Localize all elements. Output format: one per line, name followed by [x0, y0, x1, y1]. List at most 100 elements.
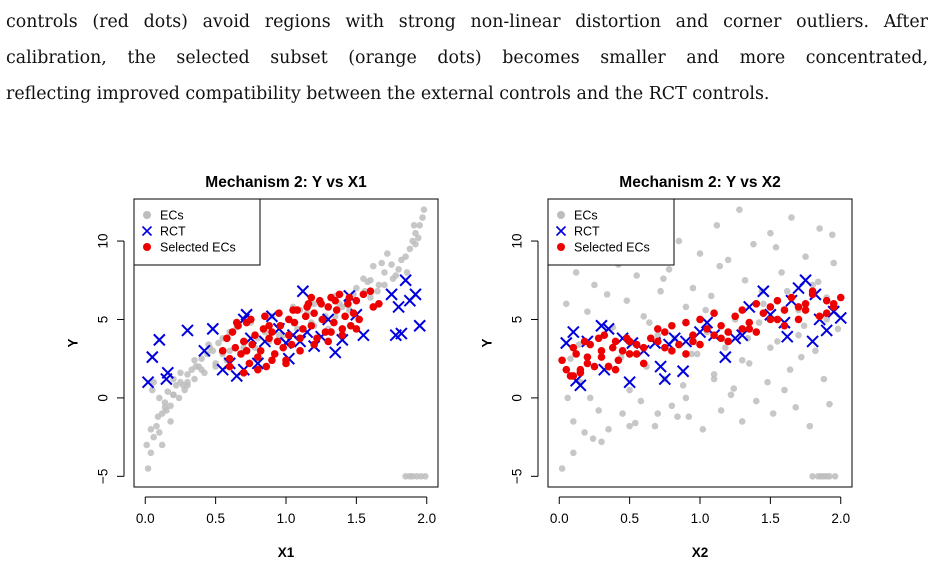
ec-point: [717, 407, 725, 414]
ec-point: [637, 397, 645, 405]
selected-ec-point: [310, 309, 318, 317]
selected-ec-point: [625, 350, 634, 358]
selected-ec-point: [710, 309, 718, 317]
ec-point: [147, 449, 155, 457]
rct-point: [251, 357, 265, 370]
ec-point: [191, 356, 198, 364]
selected-ec-point: [296, 334, 304, 343]
rct-point: [574, 379, 587, 392]
chart-title: Mechanism 2: Y vs X2: [619, 174, 780, 191]
selected-ec-point: [239, 337, 248, 346]
paragraph-line-1: controls (red dots) avoid regions with s…: [6, 12, 928, 32]
selected-ec-point: [324, 303, 333, 311]
ec-point: [828, 231, 836, 239]
selected-ec-point: [345, 293, 354, 302]
selected-ec-point: [562, 365, 571, 374]
selected-ec-point: [682, 350, 690, 358]
selected-ec-point: [689, 337, 697, 346]
x-tick-label: 0.0: [550, 511, 569, 526]
selected-ec-point: [808, 287, 817, 296]
selected-ec-point: [766, 303, 775, 311]
y-tick-label: −5: [96, 469, 111, 484]
ec-point: [682, 303, 690, 311]
selected-ec-point: [338, 325, 347, 333]
ec-point: [699, 425, 707, 433]
ec-point: [584, 308, 591, 315]
y-axis-label: Y: [66, 338, 81, 347]
selected-ec-point: [268, 356, 276, 365]
selected-ec-point: [586, 340, 595, 349]
ec-point: [640, 313, 648, 320]
ec-point: [148, 386, 156, 394]
ec-point: [388, 261, 395, 268]
ec-point: [831, 473, 839, 480]
ec-point: [170, 391, 177, 399]
ec-point: [774, 338, 781, 345]
ec-point: [156, 394, 163, 402]
ec-point: [226, 347, 234, 355]
ec-point: [778, 269, 785, 276]
ec-point: [381, 269, 388, 276]
selected-ec-point: [625, 337, 634, 346]
ec-point: [416, 222, 424, 229]
ec-point: [631, 419, 639, 427]
selected-ec-point: [780, 321, 789, 330]
rct-point: [409, 288, 422, 301]
ec-point: [668, 402, 676, 410]
rct-point: [806, 335, 819, 348]
selected-ec-point: [618, 347, 627, 355]
selected-ec-point: [600, 331, 609, 339]
selected-ec-point: [689, 331, 697, 339]
rct-point: [736, 328, 749, 342]
rct-point: [399, 274, 412, 287]
selected-ec-point: [724, 337, 732, 346]
series-2: [218, 287, 383, 377]
ec-point: [406, 245, 414, 253]
ec-point: [710, 371, 718, 378]
selected-ec-point: [773, 315, 782, 324]
legend-label: RCT: [574, 225, 600, 239]
ec-point: [414, 234, 422, 242]
rct-point: [658, 372, 672, 386]
selected-ec-point: [313, 334, 321, 343]
selected-ec-point: [794, 303, 803, 311]
legend-marker-rct: [141, 225, 153, 237]
ec-point: [802, 253, 809, 261]
ec-point: [626, 422, 633, 430]
chart-1: Mechanism 2: Y vs X1 0.0 0.5 1.0 1.5 2.0 X1 −5 0…: [66, 174, 439, 560]
ec-point: [820, 375, 828, 383]
selected-ec-point: [287, 340, 296, 349]
selected-ec-point: [611, 337, 620, 346]
ec-point: [389, 275, 397, 282]
paragraph-line-2: calibration, the selected subset (orange…: [6, 48, 928, 68]
ec-point: [164, 388, 172, 395]
series-2: [558, 287, 845, 380]
selected-ec-point: [738, 325, 747, 333]
y-tick-label: 0: [510, 394, 525, 402]
selected-ec-point: [359, 290, 368, 299]
chart-2: Mechanism 2: Y vs X2 0.0 0.5 1.0 1.5 2.0 X2 −5 0…: [480, 174, 853, 560]
legend-label: ECs: [574, 209, 598, 223]
ec-point: [167, 418, 174, 425]
legend-marker-ecs: [143, 211, 151, 219]
selected-ec-point: [245, 359, 254, 368]
selected-ec-point: [223, 334, 231, 343]
selected-ec-point: [717, 334, 725, 343]
selected-ec-point: [237, 350, 245, 358]
ec-point: [570, 449, 577, 457]
ec-point: [665, 265, 673, 273]
y-tick-label: 10: [96, 234, 111, 249]
legend-label: ECs: [160, 209, 184, 223]
ec-point: [369, 262, 377, 270]
x-tick-label: 0.5: [620, 511, 639, 526]
rct-point: [781, 330, 794, 343]
ec-point: [395, 265, 402, 273]
rct-point: [296, 285, 310, 298]
ec-point: [834, 325, 842, 333]
ec-point: [595, 407, 602, 414]
legend-marker-selected: [143, 243, 151, 251]
selected-ec-point: [661, 328, 669, 336]
selected-ec-point: [829, 299, 838, 308]
ec-point: [367, 294, 374, 301]
ec-point: [657, 287, 664, 295]
